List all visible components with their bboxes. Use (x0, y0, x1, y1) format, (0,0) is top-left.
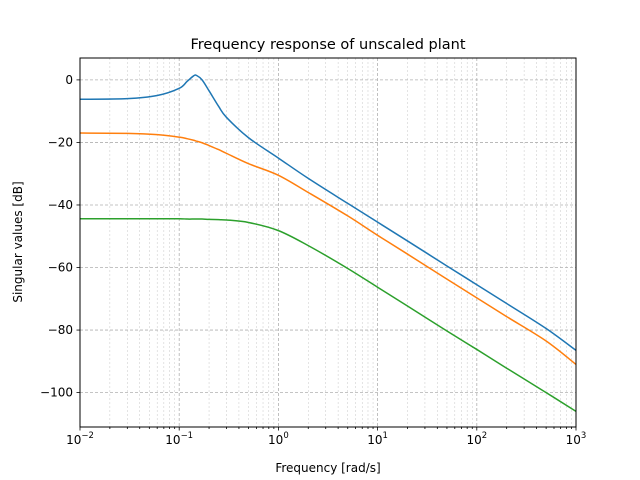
series-line-1 (79, 74, 577, 351)
y-tick-label: −80 (48, 323, 73, 337)
y-tick-label: 0 (65, 73, 73, 87)
y-tick-label: −40 (48, 198, 73, 212)
x-tick-label: 10−1 (165, 431, 193, 447)
series-line-3 (79, 217, 577, 412)
x-tick-label: 10−2 (66, 431, 94, 447)
x-tick-label: 100 (268, 431, 289, 447)
x-tick-label: 103 (566, 431, 587, 447)
x-tick-label: 101 (367, 431, 388, 447)
ticks: 10−2 10−1 100 101 102 103 0 −20 −40 −60 −80 −100 (40, 73, 586, 447)
x-tick-label: 102 (466, 431, 487, 447)
y-tick-label: −60 (48, 261, 73, 275)
x-axis-label: Frequency [rad/s] (275, 461, 380, 475)
series-group (79, 74, 577, 412)
y-axis-label: Singular values [dB] (11, 181, 25, 302)
y-tick-label: −100 (40, 386, 73, 400)
chart-title: Frequency response of unscaled plant (190, 37, 465, 53)
y-tick-label: −20 (48, 135, 73, 149)
plot-frame (79, 57, 577, 428)
series-line-2 (79, 132, 577, 366)
